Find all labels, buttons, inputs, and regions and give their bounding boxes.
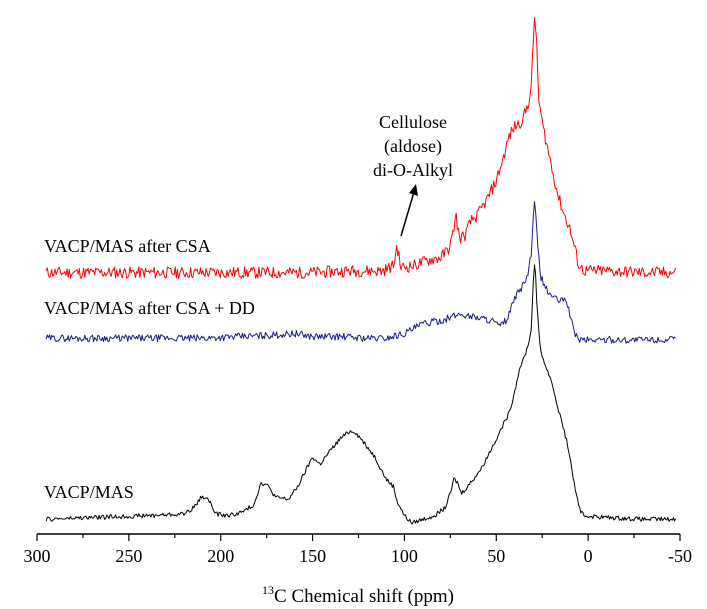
x-tick-label: -50 — [668, 546, 692, 566]
spectra-group — [45, 17, 677, 525]
x-tick-label: 50 — [487, 546, 505, 566]
x-tick-label: 150 — [299, 546, 326, 566]
annotation-line-3: di-O-Alkyl — [373, 160, 453, 180]
annotation-line-1: Cellulose — [379, 112, 447, 132]
series-label-vacp-mas: VACP/MAS — [44, 482, 134, 502]
annotation-arrow — [400, 184, 418, 237]
x-tick-label: 100 — [391, 546, 418, 566]
series-line-0 — [45, 17, 677, 279]
series-label-vacp-mas-after-csa-dd: VACP/MAS after CSA + DD — [44, 298, 255, 318]
annotation-line-2: (aldose) — [384, 136, 442, 157]
x-axis-title: 13C Chemical shift (ppm) — [262, 583, 454, 607]
x-axis-title-text: C Chemical shift (ppm) — [274, 586, 454, 607]
x-tick-label: 200 — [207, 546, 234, 566]
series-line-2 — [45, 264, 677, 525]
annotation: Cellulose (aldose) di-O-Alkyl — [373, 112, 453, 237]
x-tick-label: 250 — [115, 546, 142, 566]
series-label-vacp-mas-after-csa: VACP/MAS after CSA — [44, 236, 211, 256]
x-tick-label: 300 — [24, 546, 51, 566]
x-tick-label: 0 — [584, 546, 593, 566]
series-line-1 — [45, 201, 676, 344]
x-axis-title-superscript: 13 — [262, 583, 274, 597]
x-axis: 300 250 200 150 100 50 0 -50 — [24, 533, 692, 566]
